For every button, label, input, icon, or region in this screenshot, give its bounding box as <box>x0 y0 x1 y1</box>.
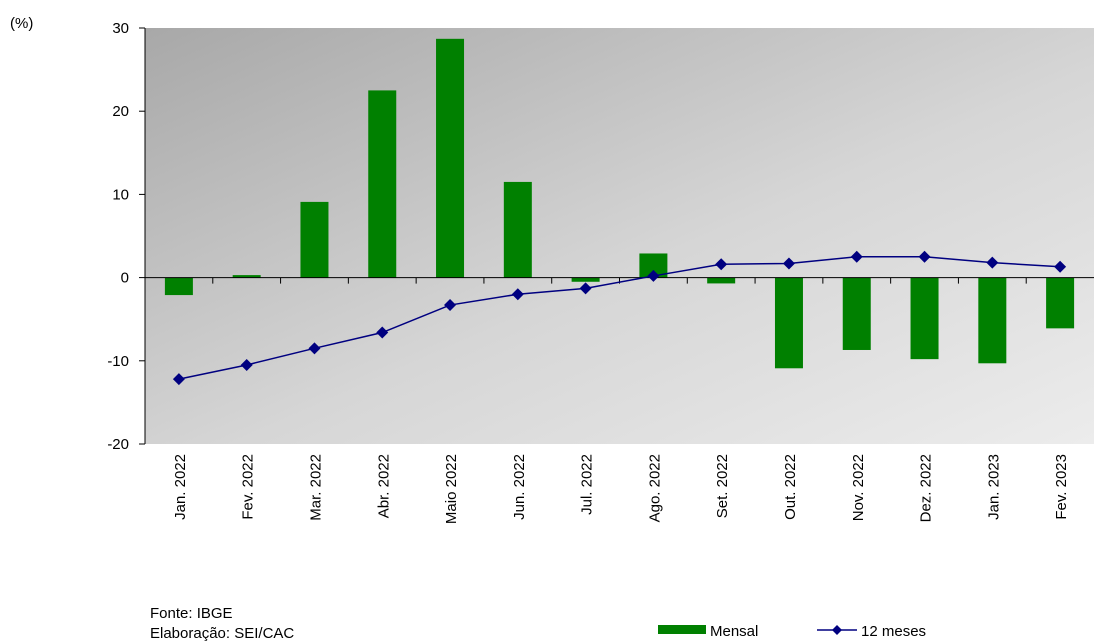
bar <box>164 277 193 296</box>
x-tick-label: Ago. 2022 <box>646 454 663 522</box>
x-tick-label: Fev. 2022 <box>240 454 257 520</box>
line-marker <box>1054 260 1067 273</box>
legend-marker <box>832 625 842 635</box>
line-marker <box>376 326 389 339</box>
plot-area <box>145 28 1094 444</box>
bar <box>842 277 871 350</box>
y-tick-label: 10 <box>112 186 129 203</box>
bar <box>232 275 261 278</box>
bar <box>774 277 803 369</box>
legend-label: 12 meses <box>861 623 926 640</box>
x-tick-label: Mar. 2022 <box>307 454 324 521</box>
y-tick-label: 30 <box>112 20 129 37</box>
line-marker <box>240 358 253 371</box>
bar <box>436 38 465 278</box>
legend-swatch <box>658 625 706 634</box>
x-tick-label: Set. 2022 <box>714 454 731 518</box>
credit: Elaboração: SEI/CAC <box>150 625 294 641</box>
y-tick-label: 0 <box>121 270 129 287</box>
line <box>178 256 1061 380</box>
line-marker <box>511 288 524 301</box>
line-marker <box>918 250 931 263</box>
y-tick-label: 20 <box>112 103 129 120</box>
line-marker <box>444 299 457 312</box>
x-tick-label: Nov. 2022 <box>850 454 867 521</box>
line-marker <box>715 258 728 271</box>
line-marker <box>647 269 660 282</box>
bar <box>1046 277 1075 329</box>
line-marker <box>986 256 999 269</box>
y-axis-label: (%) <box>10 15 33 32</box>
y-tick-label: -10 <box>107 353 129 370</box>
x-tick-label: Jan. 2023 <box>985 454 1002 520</box>
bar <box>707 277 736 284</box>
x-tick-label: Jan. 2022 <box>172 454 189 520</box>
bar <box>978 277 1007 364</box>
bar <box>910 277 939 360</box>
legend-label: Mensal <box>710 623 758 640</box>
x-tick-label: Maio 2022 <box>443 454 460 524</box>
bar <box>368 90 397 278</box>
y-tick-label: -20 <box>107 436 129 453</box>
x-tick-label: Dez. 2022 <box>918 454 935 522</box>
source: Fonte: IBGE <box>150 605 233 622</box>
x-tick-label: Abr. 2022 <box>375 454 392 518</box>
bar <box>503 181 532 278</box>
x-tick-label: Fev. 2023 <box>1053 454 1070 520</box>
line-marker <box>308 342 321 355</box>
line-marker <box>172 373 185 386</box>
line-marker <box>579 282 592 295</box>
x-tick-label: Jun. 2022 <box>511 454 528 520</box>
bar <box>300 201 329 278</box>
x-tick-label: Out. 2022 <box>782 454 799 520</box>
line-marker <box>850 250 863 263</box>
x-tick-label: Jul. 2022 <box>579 454 596 515</box>
line-marker <box>782 257 795 270</box>
bar <box>571 277 600 282</box>
